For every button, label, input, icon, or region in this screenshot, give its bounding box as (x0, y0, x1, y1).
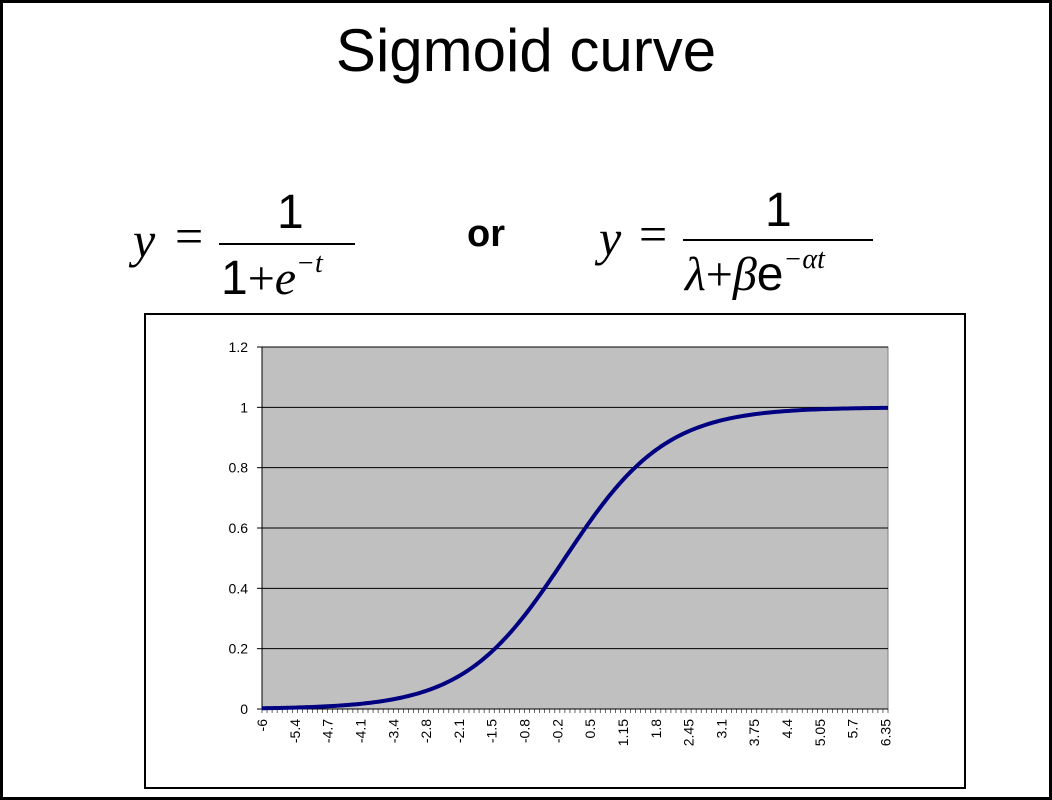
y-tick-label: 0.6 (229, 520, 249, 536)
y-tick-label: 1.2 (229, 339, 249, 355)
formula1-denominator: 1+e−t (221, 248, 323, 305)
x-tick-label: 6.35 (877, 719, 893, 746)
y-tick-label: 0.2 (229, 641, 249, 657)
x-tick-label: -1.5 (484, 719, 500, 743)
x-tick-label: 5.7 (845, 719, 861, 739)
x-tick-label: -6 (254, 719, 270, 732)
or-connector: or (467, 213, 505, 255)
y-tick-label: 0.4 (229, 580, 249, 596)
formula2-denominator: λ+βe−αt (685, 244, 825, 301)
x-tick-label: 3.1 (713, 719, 729, 739)
formula1-equals: = (175, 208, 204, 264)
sigmoid-series-line (261, 405, 889, 711)
slide-title: Sigmoid curve (335, 17, 717, 84)
x-tick-label: 1.15 (615, 719, 631, 746)
x-tick-label: -0.8 (517, 719, 533, 743)
formula2-numerator: 1 (765, 184, 792, 237)
x-tick-label: -4.1 (352, 719, 368, 743)
x-tick-label: 0.5 (582, 719, 598, 739)
formula2-equals: = (639, 206, 668, 262)
formula2-lhs: y (599, 210, 622, 266)
x-tick-label: -3.4 (385, 719, 401, 743)
formula1-lhs: y (133, 212, 156, 268)
y-tick-label: 0.8 (229, 460, 249, 476)
x-tick-label: -5.4 (287, 719, 303, 743)
formula-basic-sigmoid: y = 1 1+e−t (133, 183, 373, 313)
formula1-fraction-bar (219, 243, 355, 245)
y-tick-label: 1 (240, 399, 248, 415)
x-tick-label: 2.45 (681, 719, 697, 746)
sigmoid-chart: 0 0.2 0.4 0.6 0.8 1 1.2 -6 -5.4 -4.7 -4.1 -3.4 -2.8 -… (229, 339, 894, 746)
x-tick-label: -4.7 (320, 719, 336, 743)
x-tick-label: 3.75 (746, 719, 762, 746)
x-tick-label: 4.4 (779, 719, 795, 739)
x-tick-label: 5.05 (812, 719, 828, 746)
x-tick-label: -2.1 (451, 719, 467, 743)
x-tick-label: -0.2 (549, 719, 565, 743)
formula2-fraction-bar (683, 239, 873, 241)
y-tick-label: 0 (240, 701, 248, 717)
x-tick-label: -2.8 (418, 719, 434, 743)
chart-frame: 0 0.2 0.4 0.6 0.8 1 1.2 -6 -5.4 -4.7 -4.1 -3.4 -2.8 -… (144, 313, 966, 789)
x-tick-label: 1.8 (648, 719, 664, 739)
formula1-numerator: 1 (277, 186, 304, 239)
formula-general-sigmoid: y = 1 λ+βe−αt (599, 181, 889, 311)
